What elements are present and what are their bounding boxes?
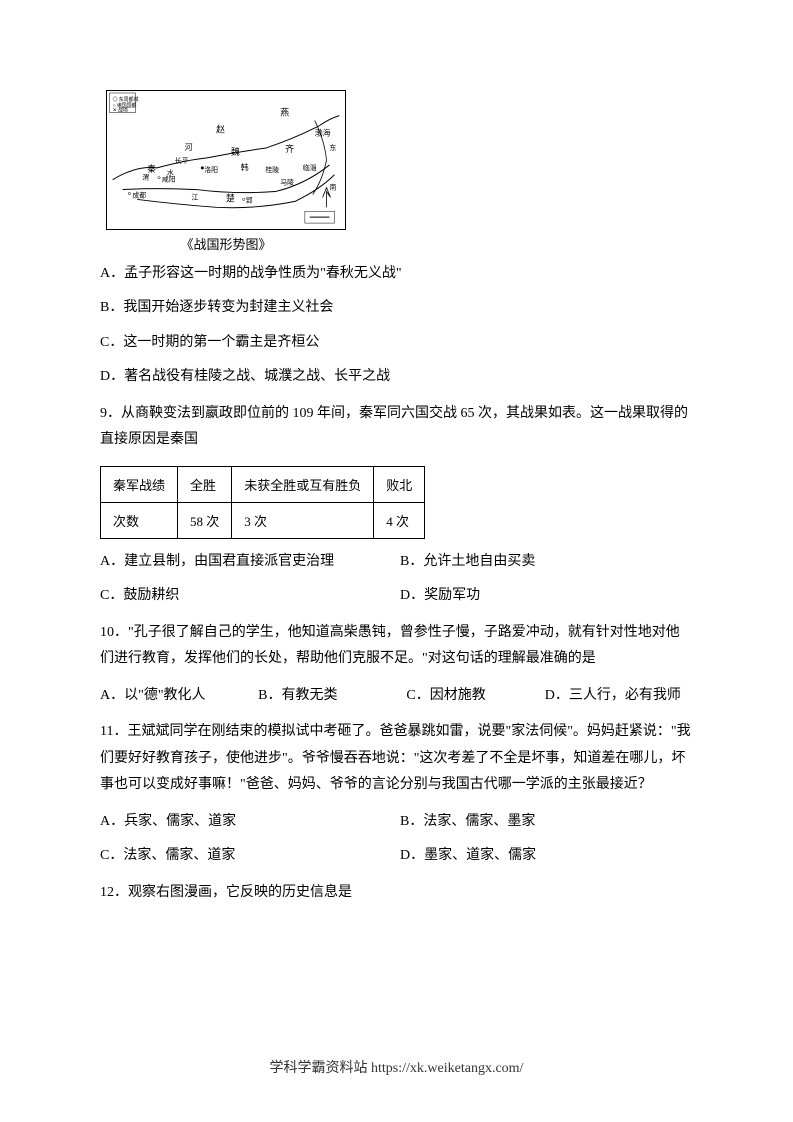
q9-option-b: B．允许土地自由买卖 (400, 551, 535, 573)
q11-option-d: D．墨家、道家、儒家 (400, 845, 536, 867)
svg-text:东: 东 (330, 143, 337, 152)
q8-option-d: D．著名战役有桂陵之战、城濮之战、长平之战 (100, 366, 693, 388)
svg-text:桂陵: 桂陵 (265, 165, 279, 174)
q8-option-b: B．我国开始逐步转变为封建主义社会 (100, 297, 693, 319)
q10-option-c: C．因材施教 (406, 685, 544, 707)
table-header-0: 秦军战绩 (101, 466, 178, 502)
page-footer: 学科学霸资料站 https://xk.weiketangx.com/ (0, 1057, 793, 1077)
q9-text: 9．从商鞅变法到嬴政即位前的 109 年间，秦军同六国交战 65 次，其战果如表… (100, 401, 693, 454)
q11-option-a: A．兵家、儒家、道家 (100, 811, 400, 833)
map-figure: ◎ 东周都城 ○ 诸国国都 ✕ 战场 燕 渤海 赵 河 齐 东 长平 魏 秦 水… (106, 90, 346, 230)
svg-text:楚: 楚 (226, 192, 235, 203)
svg-text:咸阳: 咸阳 (162, 175, 176, 184)
q8-option-a: A．孟子形容这一时期的战争性质为"春秋无义战" (100, 263, 693, 285)
table-header-1: 全胜 (178, 466, 232, 502)
table-header-2: 未获全胜或互有胜负 (232, 466, 374, 502)
map-caption: 《战国形势图》 (106, 234, 346, 253)
q10-option-d: D．三人行，必有我师 (545, 685, 693, 707)
warring-states-map-svg: ◎ 东周都城 ○ 诸国国都 ✕ 战场 燕 渤海 赵 河 齐 东 长平 魏 秦 水… (107, 91, 345, 229)
q10-option-b: B．有教无类 (258, 685, 406, 707)
q9-option-c: C．鼓励耕织 (100, 585, 400, 607)
svg-text:齐: 齐 (285, 143, 294, 154)
svg-text:河: 河 (185, 143, 193, 152)
q12-text: 12．观察右图漫画，它反映的历史信息是 (100, 880, 693, 907)
q9-option-d: D．奖励军功 (400, 585, 480, 607)
q11-text: 11．王斌斌同学在刚结束的模拟试中考砸了。爸爸暴跳如雷，说要"家法伺候"。妈妈赶… (100, 719, 693, 799)
table-cell-0: 次数 (101, 502, 178, 538)
svg-text:秦: 秦 (147, 163, 156, 174)
q10-option-a: A．以"德"教化人 (100, 685, 258, 707)
svg-text:长平: 长平 (175, 156, 189, 165)
svg-text:成都: 成都 (132, 190, 146, 199)
q9-option-a: A．建立县制，由国君直接派官吏治理 (100, 551, 400, 573)
svg-text:✕ 战场: ✕ 战场 (113, 107, 128, 114)
svg-text:江: 江 (192, 193, 199, 201)
q8-option-c: C．这一时期的第一个霸主是齐桓公 (100, 332, 693, 354)
svg-text:南: 南 (330, 183, 337, 192)
q11-option-c: C．法家、儒家、道家 (100, 845, 400, 867)
table-cell-1: 58 次 (178, 502, 232, 538)
svg-text:渭: 渭 (142, 173, 149, 182)
svg-text:韩: 韩 (241, 162, 249, 172)
svg-text:渤海: 渤海 (315, 127, 331, 137)
table-cell-2: 3 次 (232, 502, 374, 538)
svg-text:郢: 郢 (246, 195, 253, 204)
svg-text:水: 水 (167, 168, 174, 177)
svg-text:◎ 东周都城: ◎ 东周都城 (113, 96, 139, 103)
svg-text:燕: 燕 (280, 107, 289, 118)
svg-text:临淄: 临淄 (303, 163, 317, 172)
q10-text: 10．"孔子很了解自己的学生，他知道高柴愚钝，曾参性子慢，子路爱冲动，就有针对性… (100, 620, 693, 673)
q11-option-b: B．法家、儒家、墨家 (400, 811, 535, 833)
q9-table: 秦军战绩 全胜 未获全胜或互有胜负 败北 次数 58 次 3 次 4 次 (100, 466, 693, 539)
svg-text:赵: 赵 (216, 123, 225, 134)
svg-text:马陵: 马陵 (280, 178, 294, 187)
table-cell-3: 4 次 (374, 502, 425, 538)
svg-text:魏: 魏 (231, 146, 240, 157)
table-header-3: 败北 (374, 466, 425, 502)
svg-text:洛阳: 洛阳 (204, 165, 218, 174)
